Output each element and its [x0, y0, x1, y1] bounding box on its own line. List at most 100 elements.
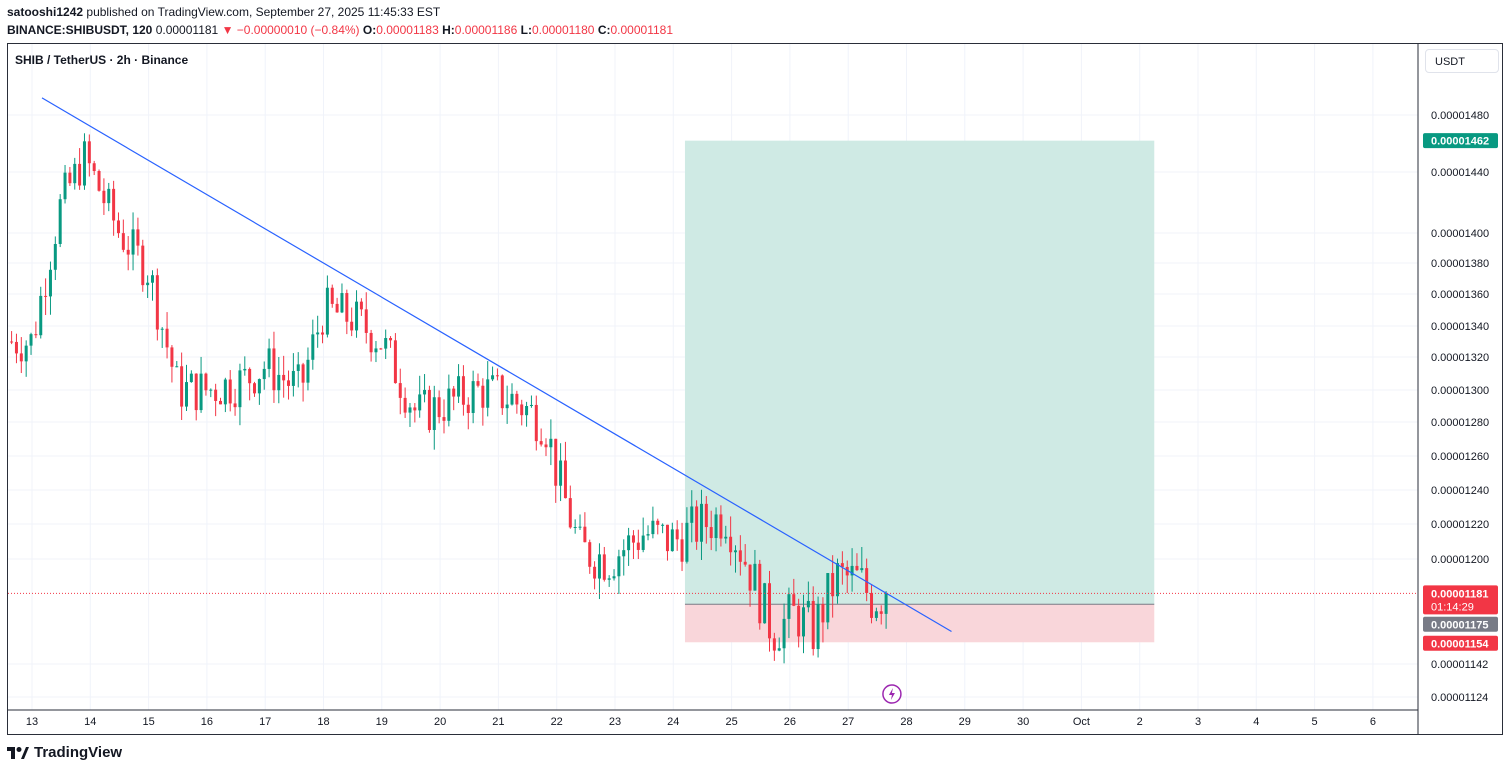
low-value: 0.00001180: [531, 23, 595, 37]
candle-body: [466, 404, 470, 414]
candle-body: [355, 301, 359, 331]
candle-body: [787, 594, 791, 619]
last-price: 0.00001181: [155, 23, 219, 37]
candle-body: [384, 338, 388, 349]
candle-body: [457, 376, 461, 397]
candle-body: [427, 389, 431, 431]
overlays: [8, 97, 1418, 704]
x-tick-label: 13: [26, 716, 38, 728]
y-tick-label: 0.00001400: [1431, 228, 1489, 240]
lightning-glyph: [888, 688, 895, 700]
x-tick-label: 28: [900, 716, 912, 728]
last-price-label: 0.00001181: [1431, 588, 1489, 600]
candle-body: [369, 332, 373, 353]
y-tick-label: 0.00001340: [1431, 321, 1489, 333]
candle-body: [335, 303, 339, 313]
candle-body: [802, 607, 806, 637]
x-tick-label: 4: [1253, 716, 1259, 728]
x-tick-label: 30: [1017, 716, 1029, 728]
candle-body: [287, 380, 291, 386]
candle-body: [228, 379, 232, 404]
candle-body: [204, 373, 208, 391]
candle-body: [24, 345, 28, 362]
x-tick-label: 22: [551, 716, 563, 728]
x-tick-label: 18: [317, 716, 329, 728]
currency-button[interactable]: USDT: [1425, 49, 1499, 73]
candle-body: [180, 366, 184, 407]
x-tick-label: 15: [142, 716, 154, 728]
candle-body: [92, 163, 96, 172]
candle-body: [291, 370, 295, 386]
candle-body: [821, 603, 825, 623]
candle-body: [189, 373, 193, 383]
candle-body: [452, 388, 456, 397]
candle-body: [500, 375, 504, 409]
candle-body: [350, 321, 354, 331]
publisher-name[interactable]: satooshi1242: [7, 5, 84, 19]
candle-body: [374, 348, 378, 353]
candle-body: [874, 611, 878, 618]
candle-body: [58, 199, 62, 244]
x-tick-label: 25: [725, 716, 737, 728]
candle-body: [661, 524, 665, 526]
candle-body: [311, 334, 315, 360]
candle-body: [340, 293, 344, 313]
candle-body: [413, 407, 417, 411]
candle-body: [491, 375, 495, 380]
y-tick-label: 0.00001300: [1431, 385, 1489, 397]
candle-body: [758, 563, 762, 624]
candle-body: [19, 353, 23, 362]
candle-body: [39, 295, 43, 336]
candle-body: [155, 275, 159, 330]
candle-body: [165, 328, 169, 348]
y-tick-label: 0.00001480: [1431, 110, 1489, 122]
candle-body: [10, 341, 14, 343]
candle-body: [568, 498, 572, 528]
candle-body: [146, 282, 150, 286]
candle-body: [845, 566, 849, 576]
candle-body: [53, 243, 57, 270]
candle-body: [238, 370, 242, 408]
candle-body: [437, 397, 441, 418]
candle-body: [277, 374, 281, 391]
candle-body: [539, 441, 543, 445]
candle-body: [627, 535, 631, 551]
candle-body: [578, 526, 582, 528]
symbol-line: BINANCE:SHIBUSDT, 120: [7, 23, 153, 37]
candle-body: [262, 368, 266, 380]
candle-body: [316, 332, 320, 335]
target-zone: [684, 140, 1155, 605]
candle-body: [34, 334, 38, 336]
close-label: C:: [597, 23, 611, 37]
candle-body: [136, 229, 140, 246]
candle-body: [772, 638, 776, 651]
candle-body: [714, 514, 718, 539]
candle-body: [199, 373, 203, 411]
candle-body: [345, 293, 349, 322]
countdown-label: 01:14:29: [1431, 601, 1474, 613]
candle-body: [709, 527, 713, 539]
candle-body: [680, 539, 684, 562]
candle-body: [544, 444, 548, 448]
footer-brand[interactable]: TradingView: [7, 744, 122, 761]
candle-body: [282, 374, 286, 381]
candle-body: [112, 188, 116, 221]
candle-body: [330, 287, 334, 304]
candle-body: [243, 368, 247, 371]
candle-body: [617, 556, 621, 577]
last-price-badge: [1423, 585, 1498, 615]
candle-body: [393, 340, 397, 384]
candle-body: [670, 529, 674, 552]
x-tick-label: 24: [667, 716, 679, 728]
candle-body: [699, 503, 703, 542]
y-tick-label: 0.00001320: [1431, 352, 1489, 364]
close-value: 0.00001181: [610, 23, 673, 37]
x-tick-label: 17: [259, 716, 271, 728]
x-tick-label: 14: [84, 716, 96, 728]
candle-body: [719, 514, 723, 539]
candle-body: [68, 172, 72, 184]
x-tick-label: 19: [376, 716, 388, 728]
publish-text: published on TradingView.com, September …: [86, 5, 441, 19]
candle-body: [525, 406, 529, 416]
